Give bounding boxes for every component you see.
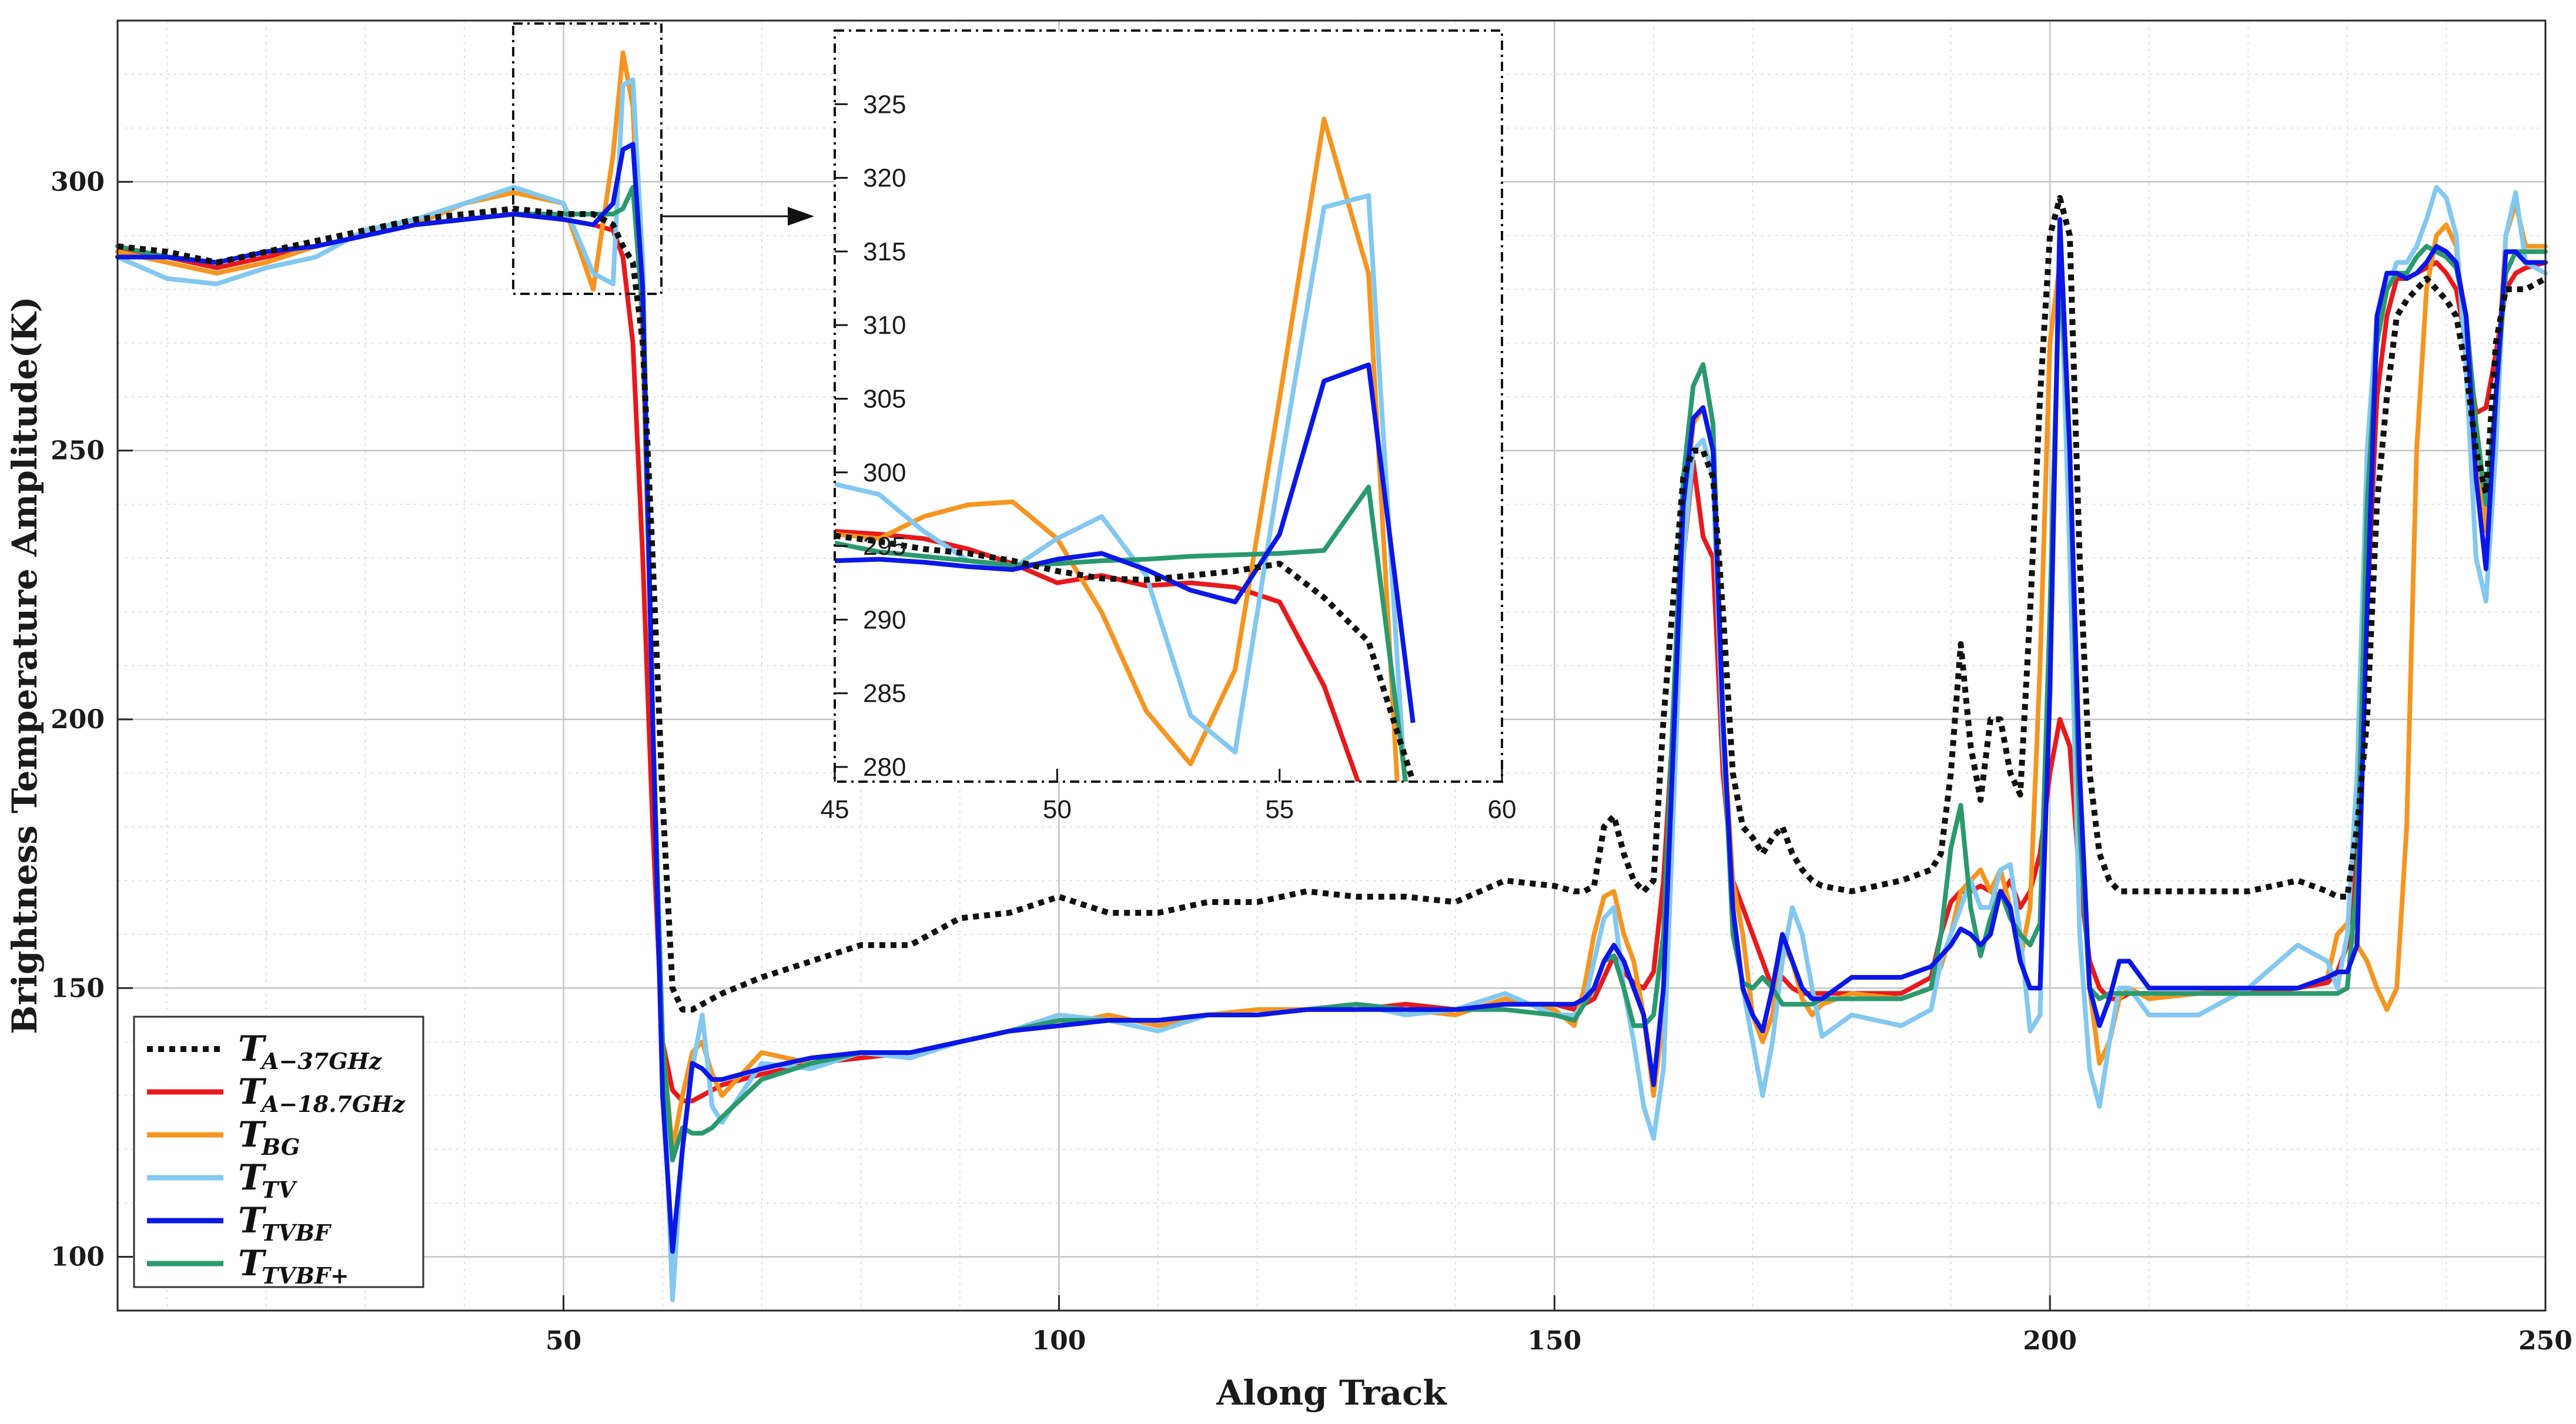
zoom-region-box — [512, 22, 663, 295]
inset-series-line-t-bg — [835, 116, 1400, 782]
y-tick-label: 250 — [51, 436, 105, 466]
inset-y-tick-label: 315 — [863, 237, 906, 266]
inset-series-line-t-a-37ghz — [835, 532, 1416, 782]
inset-y-tick-label: 295 — [863, 532, 906, 561]
inset-series-lines — [835, 116, 1416, 782]
y-tick-label: 150 — [51, 973, 105, 1003]
inset-y-tick-label: 290 — [863, 605, 906, 634]
y-tick-labels: 100 150 200 250 300 — [51, 167, 105, 1272]
legend-label-subscript: TVBF+ — [262, 1262, 349, 1289]
legend-item: TTV — [147, 1157, 297, 1203]
inset-x-tick-label: 50 — [1043, 795, 1072, 824]
x-axis-title: Along Track — [1216, 1373, 1447, 1413]
x-tick-label: 100 — [1032, 1326, 1086, 1356]
inset-frame — [834, 29, 1503, 783]
legend-label: T — [238, 1114, 267, 1155]
legend-label-subscript: TV — [262, 1177, 297, 1203]
inset-axis-ticks — [834, 103, 1503, 782]
legend-label: T — [238, 1071, 267, 1113]
plot-frame — [116, 19, 2547, 1312]
legend-label: T — [238, 1200, 267, 1241]
x-tick-labels: 50 100 150 200 250 — [546, 1326, 2572, 1356]
inset-x-tick-label: 55 — [1265, 795, 1294, 824]
inset-y-tick-label: 285 — [863, 679, 906, 708]
inset-series-line-t-tv — [835, 193, 1407, 782]
legend-label-subscript: BG — [261, 1134, 300, 1160]
inset-x-tick-label: 60 — [1488, 795, 1517, 824]
series-lines — [115, 50, 2548, 1302]
series-line-t-tvbf — [115, 142, 2548, 1254]
x-tick-label: 200 — [2023, 1326, 2077, 1356]
inset-x-tick-labels: 45 50 55 60 — [821, 795, 1517, 824]
legend-label: T — [238, 1028, 267, 1070]
x-tick-label: 250 — [2518, 1326, 2572, 1356]
legend-item: TA−18.7GHz — [147, 1071, 406, 1117]
inset-x-tick-label: 45 — [821, 795, 849, 824]
legend-label: T — [238, 1243, 267, 1284]
x-tick-label: 150 — [1527, 1326, 1581, 1356]
x-tick-label: 50 — [546, 1326, 581, 1356]
inset-y-tick-label: 320 — [863, 164, 906, 193]
inset-y-tick-label: 300 — [863, 458, 906, 487]
inset-plot: 45 50 55 60 280 285 290 295 300 305 310 315 320 325 — [821, 29, 1517, 824]
y-tick-label: 100 — [51, 1242, 105, 1272]
legend-label: T — [238, 1157, 267, 1198]
y-axis-title: Brightness Temperature Amplitude(K) — [5, 296, 45, 1034]
legend-label-subscript: A−37GHz — [260, 1048, 383, 1074]
legend-item: TBG — [147, 1114, 300, 1160]
axis-ticks — [118, 180, 2547, 1311]
inset-y-tick-label: 310 — [863, 311, 906, 340]
inset-y-tick-labels: 280 285 290 295 300 305 310 315 320 325 — [863, 90, 906, 782]
legend-item: TA−37GHz — [147, 1028, 383, 1074]
inset-y-tick-label: 280 — [863, 753, 906, 782]
y-tick-label: 200 — [51, 705, 105, 735]
inset-series-line-t-tvbf — [835, 362, 1416, 723]
inset-y-tick-label: 325 — [863, 90, 906, 119]
inset-background — [835, 31, 1502, 782]
legend-box — [133, 1016, 424, 1288]
inset-y-tick-label: 305 — [863, 384, 906, 413]
legend-label-subscript: A−18.7GHz — [260, 1091, 406, 1117]
legend-label-subscript: TVBF — [262, 1219, 332, 1246]
y-tick-label: 300 — [51, 167, 105, 197]
zoom-arrow-head — [788, 207, 814, 226]
